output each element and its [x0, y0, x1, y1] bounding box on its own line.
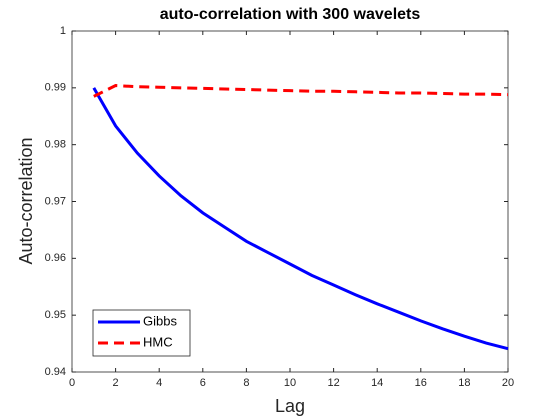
x-tick-label: 2 [113, 377, 119, 389]
x-tick-label: 12 [327, 377, 339, 389]
y-tick-label: 0.99 [45, 82, 66, 94]
x-tick-label: 16 [415, 377, 427, 389]
y-tick-label: 0.95 [45, 309, 66, 321]
x-tick-label: 8 [243, 377, 249, 389]
x-tick-label: 18 [458, 377, 470, 389]
y-tick-label: 0.96 [45, 252, 66, 264]
y-tick-label: 0.98 [45, 139, 66, 151]
y-axis-label: Auto-correlation [16, 137, 36, 264]
legend-label: Gibbs [143, 313, 177, 328]
x-tick-label: 4 [156, 377, 162, 389]
x-tick-label: 10 [284, 377, 296, 389]
x-tick-label: 14 [371, 377, 383, 389]
legend-box [92, 309, 191, 357]
x-axis-label: Lag [275, 396, 305, 416]
line-series [92, 87, 509, 351]
legend-label: HMC [143, 334, 173, 349]
x-tick-label: 20 [502, 377, 514, 389]
chart-title: auto-correlation with 300 wavelets [160, 6, 421, 23]
y-tick-label: 0.97 [45, 195, 66, 207]
x-tick-label: 0 [69, 377, 75, 389]
legend: Gibbs HMC [92, 309, 191, 357]
y-tick-label: 0.94 [45, 366, 66, 378]
y-tick-label: 1 [60, 25, 66, 37]
x-tick-label: 6 [200, 377, 206, 389]
line-series [93, 84, 509, 98]
